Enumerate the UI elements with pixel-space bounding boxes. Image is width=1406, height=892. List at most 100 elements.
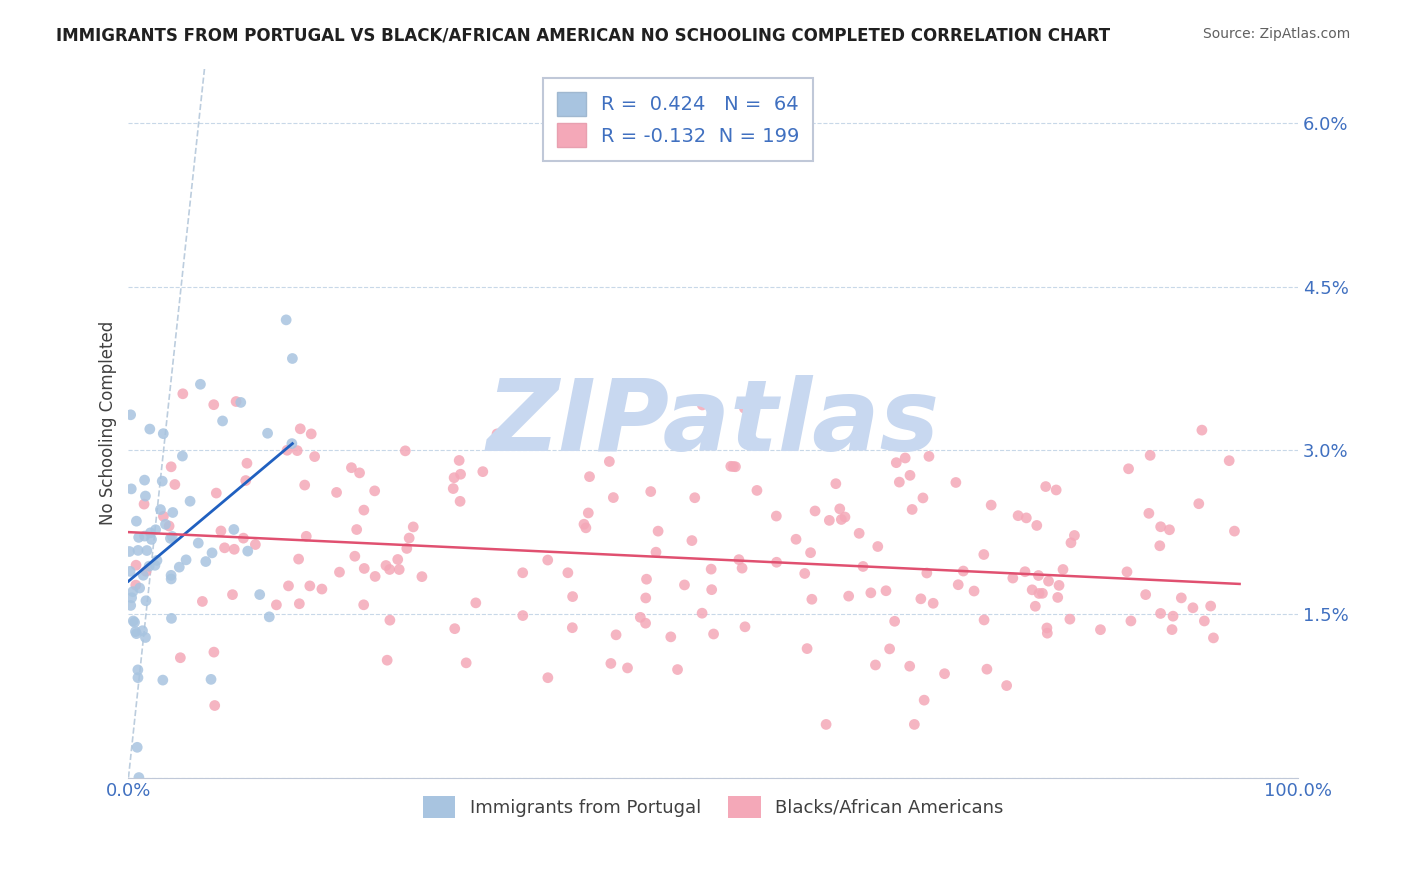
Point <box>785 533 807 547</box>
Point <box>572 517 595 532</box>
Point <box>160 459 183 474</box>
Point <box>190 377 212 392</box>
Point <box>131 624 153 638</box>
Point <box>700 562 723 576</box>
Point <box>378 613 401 627</box>
Point <box>121 584 143 599</box>
Point <box>229 395 252 409</box>
Point <box>449 494 471 508</box>
Point <box>690 606 713 620</box>
Point <box>824 476 846 491</box>
Point <box>1028 586 1050 600</box>
Point <box>290 422 312 436</box>
Point <box>733 401 755 416</box>
Point <box>1035 479 1057 493</box>
Point <box>146 553 169 567</box>
Point <box>952 564 974 578</box>
Point <box>464 596 486 610</box>
Point <box>793 566 815 581</box>
Point <box>636 572 658 586</box>
Point <box>1060 535 1083 549</box>
Point <box>828 501 851 516</box>
Point <box>703 627 725 641</box>
Point <box>449 453 471 467</box>
Point <box>1202 631 1225 645</box>
Point <box>172 386 194 401</box>
Point <box>537 671 560 685</box>
Point <box>980 498 1002 512</box>
Point <box>441 482 464 496</box>
Point <box>1223 524 1246 538</box>
Point <box>728 552 751 566</box>
Point <box>471 465 494 479</box>
Point <box>1150 520 1173 534</box>
Point <box>232 531 254 545</box>
Point <box>681 533 703 548</box>
Point <box>134 529 156 543</box>
Point <box>884 456 907 470</box>
Point <box>209 524 232 538</box>
Point <box>894 450 917 465</box>
Point <box>866 540 889 554</box>
Point <box>125 558 148 573</box>
Point <box>394 443 416 458</box>
Point <box>640 484 662 499</box>
Point <box>898 659 921 673</box>
Point <box>645 545 668 559</box>
Point <box>443 471 465 485</box>
Point <box>628 610 651 624</box>
Point <box>398 531 420 545</box>
Point <box>152 673 174 687</box>
Point <box>120 565 142 579</box>
Point <box>456 656 478 670</box>
Point <box>325 485 347 500</box>
Point <box>294 478 316 492</box>
Point <box>160 568 183 582</box>
Point <box>353 503 375 517</box>
Point <box>236 456 259 470</box>
Point <box>152 509 174 524</box>
Point <box>1135 588 1157 602</box>
Point <box>605 628 627 642</box>
Point <box>328 565 350 579</box>
Point <box>903 717 925 731</box>
Point <box>124 624 146 639</box>
Point <box>724 459 747 474</box>
Point <box>139 525 162 540</box>
Point <box>1025 518 1047 533</box>
Point <box>245 537 267 551</box>
Point <box>363 483 385 498</box>
Text: Source: ZipAtlas.com: Source: ZipAtlas.com <box>1202 27 1350 41</box>
Point <box>1038 574 1060 589</box>
Point <box>879 641 901 656</box>
Point <box>128 530 150 544</box>
Point <box>634 591 657 605</box>
Point <box>450 467 472 482</box>
Point <box>387 552 409 566</box>
Text: IMMIGRANTS FROM PORTUGAL VS BLACK/AFRICAN AMERICAN NO SCHOOLING COMPLETED CORREL: IMMIGRANTS FROM PORTUGAL VS BLACK/AFRICA… <box>56 27 1111 45</box>
Point <box>1137 506 1160 520</box>
Point <box>343 549 366 564</box>
Point <box>127 740 149 755</box>
Point <box>155 517 177 532</box>
Point <box>723 459 745 474</box>
Point <box>172 449 194 463</box>
Point <box>1059 612 1081 626</box>
Point <box>963 584 986 599</box>
Point <box>818 513 841 527</box>
Point <box>411 569 433 583</box>
Point <box>486 426 509 441</box>
Point <box>898 468 921 483</box>
Point <box>745 483 768 498</box>
Point <box>259 610 281 624</box>
Point <box>124 615 146 630</box>
Point <box>576 506 599 520</box>
Point <box>236 544 259 558</box>
Point <box>169 560 191 574</box>
Point <box>304 450 326 464</box>
Point <box>1119 614 1142 628</box>
Point <box>143 558 166 573</box>
Point <box>127 543 149 558</box>
Point <box>281 351 304 366</box>
Point <box>1015 511 1038 525</box>
